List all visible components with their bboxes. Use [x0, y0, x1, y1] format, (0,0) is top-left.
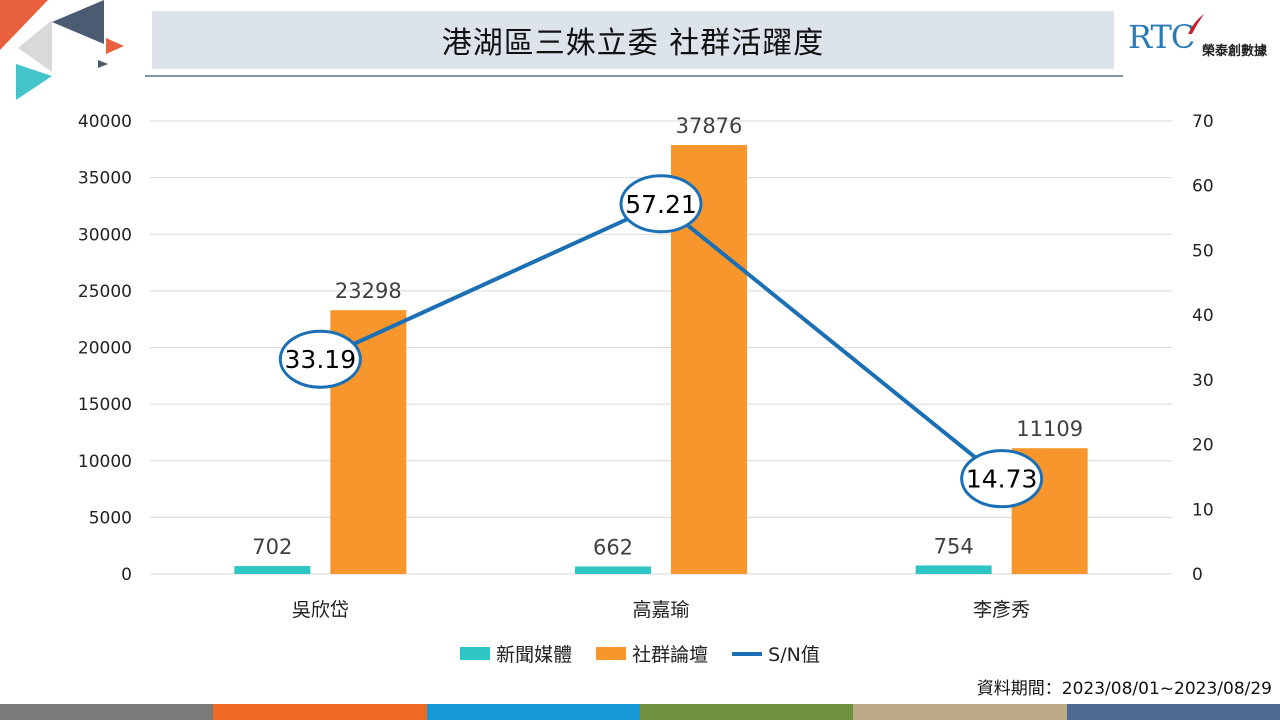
right-axis-tick-label: 60 — [1192, 177, 1214, 197]
category-label: 吳欣岱 — [292, 599, 349, 621]
bar-data-label: 23298 — [335, 279, 402, 303]
sn-data-label: 57.21 — [625, 190, 697, 219]
bar-data-label: 662 — [593, 536, 633, 560]
triangle-deco-icon — [0, 0, 124, 100]
right-axis-tick-label: 40 — [1192, 306, 1214, 326]
sn-point-marker — [960, 449, 1044, 509]
logo-text: RTC — [1128, 18, 1195, 56]
legend-item-news: 新聞媒體 — [460, 640, 572, 667]
legend-label-social: 社群論壇 — [632, 644, 709, 666]
title-divider — [145, 75, 1123, 77]
bottom-color-bar — [0, 704, 1280, 720]
left-axis-tick-label: 0 — [121, 565, 132, 585]
quill-logo-icon — [1188, 14, 1204, 34]
bar-news — [915, 565, 992, 574]
legend: 新聞媒體 社群論壇 S/N值 — [0, 640, 1280, 667]
left-axis-tick-label: 30000 — [78, 225, 132, 245]
sn-point-marker — [278, 329, 362, 389]
sn-data-label: 33.19 — [285, 345, 357, 374]
right-axis-tick-label: 30 — [1192, 371, 1214, 391]
category-label: 高嘉瑜 — [632, 599, 689, 621]
bar-news — [575, 566, 651, 574]
left-axis-tick-label: 40000 — [78, 112, 132, 132]
left-axis-tick-label: 5000 — [89, 508, 132, 528]
logo-company-name: 榮泰創數據 — [1202, 44, 1268, 59]
page-title: 港湖區三姝立委 社群活躍度 — [441, 26, 825, 61]
left-axis-tick-label: 10000 — [78, 452, 132, 472]
legend-item-sn: S/N值 — [732, 640, 820, 667]
bottom-bar-segment — [426, 704, 640, 720]
bar-news — [234, 566, 311, 574]
legend-label-news: 新聞媒體 — [496, 644, 573, 666]
bottom-bar-segment — [853, 704, 1067, 720]
sn-line — [319, 201, 1003, 481]
bottom-bar-segment — [1066, 704, 1280, 720]
legend-swatch-news — [460, 647, 491, 660]
sn-point-marker — [619, 174, 703, 234]
bar-data-label: 11109 — [1016, 417, 1083, 441]
bottom-bar-segment — [0, 704, 214, 720]
left-axis-tick-label: 20000 — [78, 339, 132, 359]
left-axis-tick-label: 35000 — [78, 169, 132, 189]
sn-data-label: 14.73 — [966, 465, 1038, 494]
bar-data-label: 754 — [934, 534, 974, 558]
title-banner: 港湖區三姝立委 社群活躍度 — [152, 11, 1114, 69]
right-axis-tick-label: 10 — [1192, 500, 1214, 520]
right-axis-tick-label: 20 — [1192, 436, 1214, 456]
left-axis-tick-label: 25000 — [78, 282, 132, 302]
company-logo: RTC 榮泰創數據 — [1128, 12, 1278, 62]
bottom-bar-segment — [213, 704, 427, 720]
right-axis-tick-label: 0 — [1192, 565, 1203, 585]
bar-data-label: 702 — [252, 535, 292, 559]
legend-swatch-social — [596, 647, 627, 660]
bottom-bar-segment — [639, 704, 854, 720]
legend-swatch-sn — [732, 651, 763, 656]
legend-label-sn: S/N值 — [768, 644, 820, 666]
right-axis-tick-label: 70 — [1192, 112, 1214, 132]
category-label: 李彥秀 — [973, 599, 1030, 621]
right-axis-tick-label: 50 — [1192, 241, 1214, 261]
bar-data-label: 37876 — [676, 114, 743, 138]
legend-item-social: 社群論壇 — [596, 640, 708, 667]
left-axis-tick-label: 15000 — [78, 395, 132, 415]
data-period-note: 資料期間：2023/08/01~2023/08/29 — [976, 679, 1272, 699]
